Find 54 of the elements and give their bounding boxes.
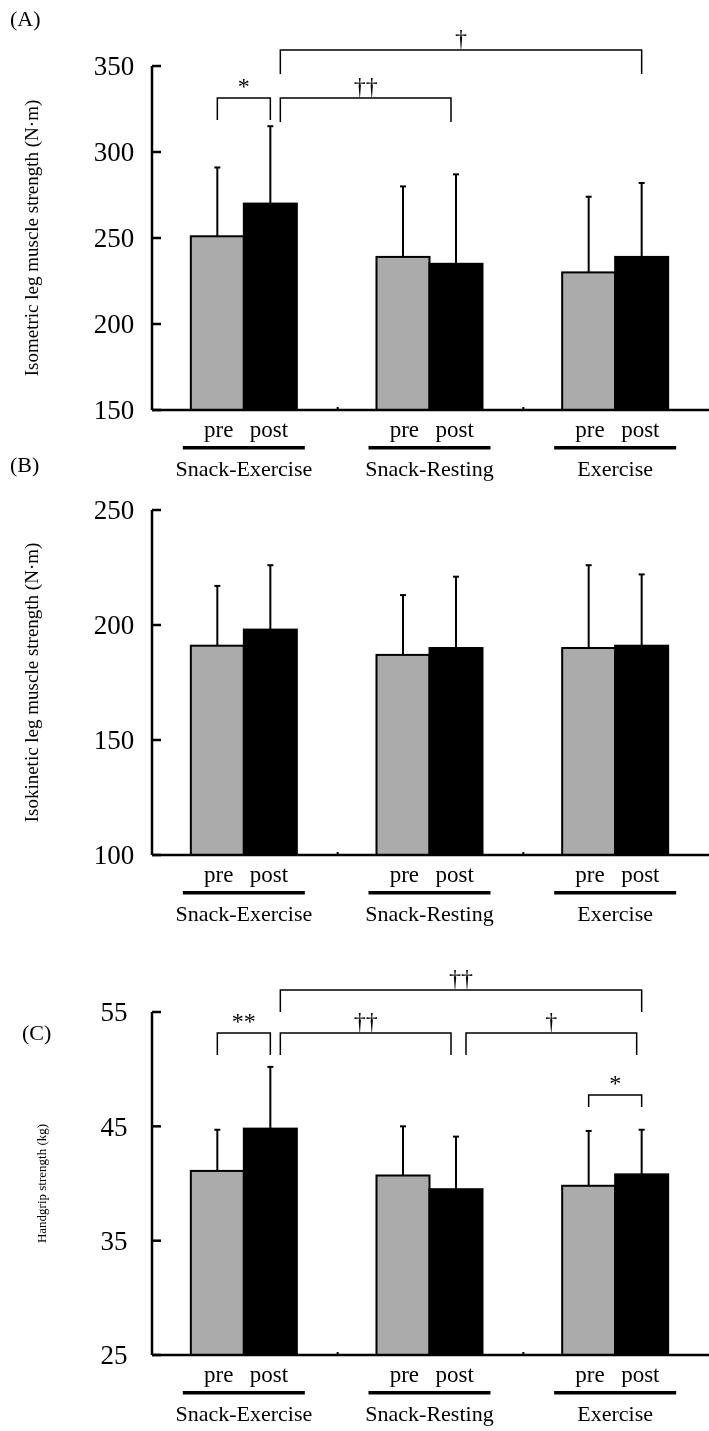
text: pre xyxy=(389,1362,420,1387)
series-label: pre xyxy=(203,1362,234,1387)
text: † xyxy=(455,25,467,51)
annotation: †† xyxy=(353,73,378,99)
annotation: †† xyxy=(353,1008,378,1034)
x-tick-label: Snack-Exercise xyxy=(175,901,313,926)
y-tick-label: 55 xyxy=(100,997,128,1028)
y-tick-label: 45 xyxy=(100,1111,128,1142)
annotation: ** xyxy=(231,1008,256,1034)
chart-title: (C) xyxy=(22,1020,52,1045)
y-tick-label: 150 xyxy=(93,395,135,426)
series-label: post xyxy=(249,417,289,442)
series-label: post xyxy=(249,862,289,887)
y-axis-title: Isokinetic leg muscle strength (N·m) xyxy=(21,542,43,823)
y-tick-label: 25 xyxy=(100,1340,128,1371)
x-tick-label: Snack-Resting xyxy=(365,456,494,481)
annotation: * xyxy=(609,1070,622,1096)
text: pre xyxy=(575,862,605,887)
chart-title: (A) xyxy=(10,6,41,31)
annotation: * xyxy=(237,73,250,99)
y-tick-label: 35 xyxy=(100,1226,128,1257)
x-tick-label: Snack-Resting xyxy=(365,901,494,926)
y-tick-label: 250 xyxy=(93,495,135,526)
series-label: pre xyxy=(203,417,234,442)
text: post xyxy=(435,862,474,887)
chart-title: (B) xyxy=(10,452,40,477)
series-label: pre xyxy=(203,862,234,887)
y-axis-title: Isometric leg muscle strength (N·m) xyxy=(21,99,43,377)
text: post xyxy=(621,862,660,887)
x-tick-label: Snack-Exercise xyxy=(175,456,313,481)
y-tick-label: 350 xyxy=(93,51,135,82)
x-tick-label: Exercise xyxy=(577,456,654,481)
text: pre xyxy=(575,417,605,442)
text: post xyxy=(435,417,474,442)
text: post xyxy=(435,1362,474,1387)
series-label: post xyxy=(249,1362,289,1387)
x-tick-label: Snack-Resting xyxy=(365,1401,494,1426)
text: pre xyxy=(389,417,420,442)
y-tick-label: 250 xyxy=(93,223,135,254)
text: †† xyxy=(449,965,473,991)
x-tick-label: Snack-Exercise xyxy=(175,1401,313,1426)
x-tick-label: Exercise xyxy=(577,1401,654,1426)
y-tick-label: 200 xyxy=(93,309,135,340)
x-tick-label: Exercise xyxy=(577,901,654,926)
text: pre xyxy=(389,862,420,887)
text: post xyxy=(621,1362,660,1387)
text: post xyxy=(621,417,660,442)
y-tick-label: 100 xyxy=(93,840,135,871)
y-axis-title: Handgrip strength (kg) xyxy=(34,1123,49,1244)
y-tick-label: 200 xyxy=(93,610,135,641)
text: pre xyxy=(575,1362,605,1387)
y-tick-label: 150 xyxy=(93,725,135,756)
annotation: † xyxy=(545,1008,558,1034)
y-tick-label: 300 xyxy=(93,137,135,168)
